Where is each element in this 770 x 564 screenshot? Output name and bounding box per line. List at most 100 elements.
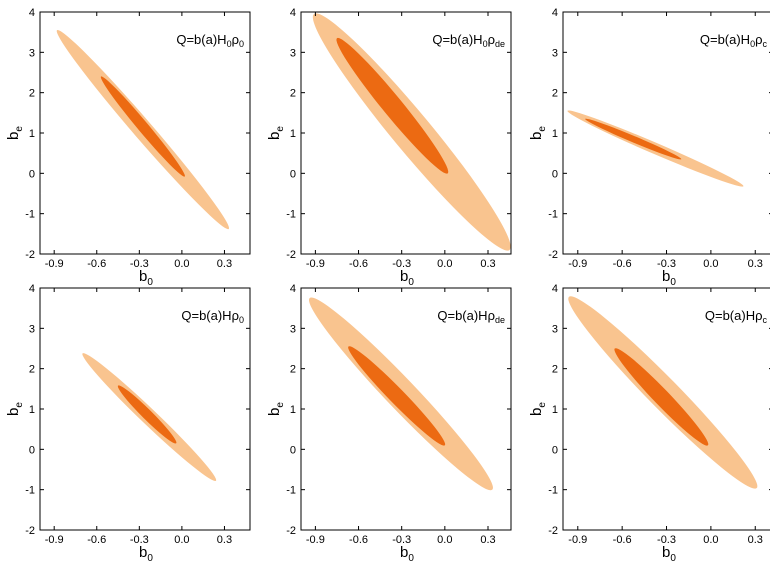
y-axis-label-base: b <box>5 132 22 140</box>
annotation-rho: ρ <box>488 308 495 323</box>
x-axis-label-base: b <box>400 544 408 561</box>
y-axis-label-base: b <box>266 408 283 416</box>
y-tick-label: -2 <box>25 249 35 261</box>
panel-annotation: Q=b(a)Hρde <box>437 308 505 325</box>
y-tick-label: 0 <box>552 168 558 180</box>
x-tick-label: -0.3 <box>657 534 676 546</box>
x-axis-label-sub: 0 <box>147 277 153 288</box>
x-tick-label: -0.6 <box>87 258 106 270</box>
annotation-main: Q=b(a)H <box>700 32 750 47</box>
y-axis-label-sub: e <box>537 126 548 132</box>
annotation-h-sub: 0 <box>750 39 755 49</box>
x-axis-label-base: b <box>139 268 147 285</box>
x-tick-label: 0.3 <box>217 534 232 546</box>
x-tick-label: -0.3 <box>392 258 411 270</box>
y-tick-label: -2 <box>548 249 558 261</box>
x-axis-label: b0 <box>139 544 153 564</box>
annotation-main: Q=b(a)H <box>181 308 231 323</box>
annotation-rho-sub: 0 <box>239 39 244 49</box>
x-tick-label: -0.6 <box>349 258 368 270</box>
y-axis-label-base: b <box>266 132 283 140</box>
x-axis-label-sub: 0 <box>408 277 414 288</box>
y-axis-label: be <box>5 126 25 140</box>
y-axis-label: be <box>266 402 286 416</box>
x-tick-label: 0.0 <box>174 258 189 270</box>
y-tick-label: -1 <box>286 209 296 221</box>
contour-1sigma <box>585 118 682 160</box>
annotation-rho-sub: de <box>495 39 505 49</box>
x-tick-label: -0.3 <box>657 258 676 270</box>
y-axis-label-sub: e <box>14 402 25 408</box>
x-tick-label: 0.3 <box>480 258 495 270</box>
y-axis-label-base: b <box>5 408 22 416</box>
contour-1sigma <box>336 37 449 174</box>
annotation-rho: ρ <box>232 308 239 323</box>
y-axis-label-sub: e <box>275 126 286 132</box>
x-tick-label: 0.0 <box>437 534 452 546</box>
x-tick-label: -0.9 <box>45 534 64 546</box>
x-tick-label: 0.3 <box>748 258 763 270</box>
x-tick-label: -0.3 <box>130 534 149 546</box>
contour-1sigma <box>100 76 185 177</box>
y-tick-label: 3 <box>29 47 35 59</box>
y-tick-label: 3 <box>552 47 558 59</box>
y-tick-label: 3 <box>29 323 35 335</box>
panel-3: -0.9 -0.6 -0.3 0.0 0.3-2-101234b0beQ=b(a)H0ρ… <box>528 7 770 288</box>
annotation-rho-sub: c <box>763 315 768 325</box>
y-tick-label: 0 <box>552 444 558 456</box>
panel-5: -0.9 -0.6 -0.3 0.0 0.3-2-101234b0beQ=b(a)Hρd… <box>266 283 512 564</box>
annotation-rho-sub: c <box>763 39 768 49</box>
y-tick-label: -1 <box>548 209 558 221</box>
x-axis-label-base: b <box>139 544 147 561</box>
annotation-main: Q=b(a)H <box>432 32 482 47</box>
annotation-rho: ρ <box>755 32 762 47</box>
x-axis-label-sub: 0 <box>147 553 153 564</box>
annotation-rho: ρ <box>488 32 495 47</box>
contour-1sigma <box>614 348 709 446</box>
x-axis-label-sub: 0 <box>670 553 676 564</box>
annotation-h-sub: 0 <box>227 39 232 49</box>
y-tick-label: 4 <box>29 283 35 295</box>
x-axis-label: b0 <box>139 268 153 288</box>
y-tick-label: -2 <box>286 249 296 261</box>
y-axis-label: be <box>266 126 286 140</box>
annotation-main: Q=b(a)H <box>437 308 487 323</box>
y-tick-label: 3 <box>290 323 296 335</box>
x-tick-label: 0.3 <box>748 534 763 546</box>
contour-1sigma <box>348 346 446 446</box>
x-axis-label: b0 <box>400 268 414 288</box>
annotation-rho: ρ <box>755 308 762 323</box>
x-tick-label: 0.3 <box>217 258 232 270</box>
y-tick-label: 1 <box>552 128 558 140</box>
y-tick-label: 2 <box>552 88 558 100</box>
y-tick-label: 2 <box>552 364 558 376</box>
y-tick-label: 0 <box>290 444 296 456</box>
x-axis-label: b0 <box>400 544 414 564</box>
y-tick-label: 3 <box>552 323 558 335</box>
annotation-rho-sub: de <box>495 315 505 325</box>
x-tick-label: -0.6 <box>87 534 106 546</box>
annotation-h-sub: 0 <box>483 39 488 49</box>
y-axis-label-sub: e <box>275 402 286 408</box>
y-tick-label: -2 <box>286 525 296 537</box>
y-axis-label-sub: e <box>537 402 548 408</box>
annotation-main: Q=b(a)H <box>176 32 226 47</box>
x-axis-label: b0 <box>662 544 676 564</box>
x-tick-label: -0.9 <box>306 534 325 546</box>
y-tick-label: 4 <box>29 7 35 19</box>
x-tick-label: -0.6 <box>613 258 632 270</box>
contour-1sigma <box>117 385 177 444</box>
y-tick-label: 0 <box>290 168 296 180</box>
y-tick-label: -1 <box>548 485 558 497</box>
y-tick-label: 0 <box>29 444 35 456</box>
x-tick-label: -0.6 <box>613 534 632 546</box>
y-axis-label: be <box>5 402 25 416</box>
annotation-main: Q=b(a)H <box>705 308 755 323</box>
x-tick-label: -0.9 <box>568 258 587 270</box>
y-axis-label-base: b <box>528 408 545 416</box>
x-tick-label: 0.3 <box>480 534 495 546</box>
panel-2: -0.9 -0.6 -0.3 0.0 0.3-2-101234b0beQ=b(a)H0ρ… <box>266 7 512 288</box>
panel-annotation: Q=b(a)Hρc <box>705 308 768 325</box>
y-axis-label: be <box>528 126 548 140</box>
